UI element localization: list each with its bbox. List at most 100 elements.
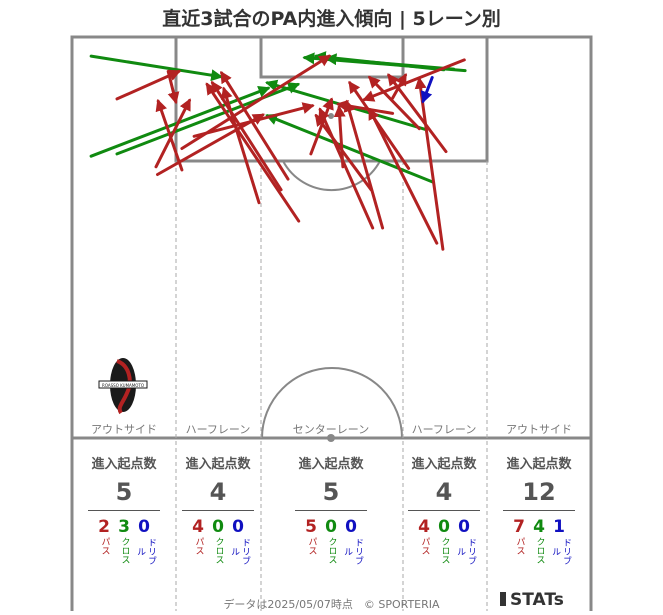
- pass-arrow: [166, 69, 180, 105]
- stat-dribble: 1 ドリブル: [549, 517, 571, 565]
- lane-dividers: [175, 161, 488, 611]
- stat-breakdown: 4 パス 0 クロス 0 ドリブル: [168, 517, 268, 565]
- lane-label-right-halfspace: ハーフレーン: [411, 423, 477, 436]
- centre-spot: [327, 434, 335, 442]
- lane-stat-column: 進入起点数 5 2 パス 3 クロス 0 ドリブル: [74, 453, 174, 565]
- stat-divider: [88, 510, 160, 511]
- pass-arrow: [192, 102, 315, 138]
- pass-arrow: [314, 113, 373, 192]
- stat-cross: 3 クロス: [114, 517, 134, 564]
- stat-pass-value: 7: [513, 517, 525, 537]
- lane-stat-column: 進入起点数 12 7 パス 4 クロス 1 ドリブル: [489, 453, 589, 565]
- centre-circle-arc: [261, 367, 403, 439]
- penalty-spot: [328, 113, 334, 119]
- stat-breakdown: 2 パス 3 クロス 0 ドリブル: [74, 517, 174, 565]
- pass-arrow: [309, 97, 334, 156]
- brand-logo: STATs: [500, 590, 564, 610]
- stat-cross-value: 0: [325, 517, 337, 537]
- stat-total: 4: [209, 478, 227, 506]
- lane-stat-column: 進入起点数 4 4 パス 0 クロス 0 ドリブル: [168, 453, 268, 565]
- stat-cross: 0 クロス: [434, 517, 454, 564]
- stat-dribble-label: ドリブル: [135, 538, 156, 565]
- stat-cross-label: クロス: [213, 537, 224, 564]
- pass-arrow: [318, 107, 375, 230]
- cross-arrow: [115, 82, 301, 156]
- pass-arrow: [210, 80, 283, 192]
- stat-pass: 4 パス: [188, 517, 208, 555]
- stat-cross-label: クロス: [439, 537, 450, 564]
- pass-arrow: [220, 70, 290, 181]
- cross-arrow: [89, 54, 224, 82]
- stat-pass-value: 4: [192, 517, 204, 537]
- stat-pass: 7 パス: [509, 517, 529, 555]
- stat-dribble-value: 1: [553, 517, 565, 537]
- stat-pass-value: 2: [98, 517, 110, 537]
- stat-pass-value: 4: [418, 517, 430, 537]
- pass-arrow: [205, 82, 301, 223]
- lane-stat-column: 進入起点数 5 5 パス 0 クロス 0 ドリブル: [281, 453, 381, 565]
- stat-total: 4: [435, 478, 453, 506]
- pass-arrow: [391, 73, 407, 100]
- cross-arrow: [265, 113, 435, 184]
- stat-pass: 5 パス: [301, 517, 321, 555]
- stat-dribble-value: 0: [232, 517, 244, 537]
- dribble-arrow: [420, 76, 434, 104]
- stat-heading: 進入起点数: [91, 457, 157, 472]
- stat-dribble: 0 ドリブル: [134, 517, 156, 565]
- stat-cross-value: 0: [212, 517, 224, 537]
- club-logo: ROASSO KUMAMOTO: [98, 358, 148, 415]
- stat-dribble-value: 0: [138, 517, 150, 537]
- stat-dribble: 0 ドリブル: [341, 517, 363, 565]
- lane-label-left-outside: アウトサイド: [91, 423, 157, 436]
- stat-heading: 進入起点数: [411, 457, 477, 472]
- stat-cross-label: クロス: [534, 537, 545, 564]
- stat-divider: [182, 510, 254, 511]
- stat-total: 12: [522, 478, 556, 506]
- stat-pass-value: 5: [305, 517, 317, 537]
- lane-label-right-outside: アウトサイド: [506, 423, 572, 436]
- stat-dribble-label: ドリブル: [229, 538, 250, 565]
- stat-breakdown: 4 パス 0 クロス 0 ドリブル: [394, 517, 494, 565]
- stat-cross-value: 4: [533, 517, 545, 537]
- pass-arrow: [156, 113, 265, 176]
- pass-arrow: [368, 75, 421, 131]
- stat-cross-label: クロス: [326, 537, 337, 564]
- pass-arrow: [154, 98, 191, 169]
- pass-arrow: [387, 73, 448, 154]
- stat-pass-label: パス: [306, 537, 317, 555]
- stat-heading: 進入起点数: [298, 457, 364, 472]
- stat-pass: 4 パス: [414, 517, 434, 555]
- stat-cross: 4 クロス: [529, 517, 549, 564]
- stat-dribble-value: 0: [345, 517, 357, 537]
- stat-pass-label: パス: [514, 537, 525, 555]
- arrow-layer: [89, 51, 467, 251]
- chart-title: 直近3試合のPA内進入傾向 | 5レーン別: [162, 8, 501, 30]
- pass-arrow: [155, 98, 184, 172]
- stat-heading: 進入起点数: [185, 457, 251, 472]
- lane-label-centre: センターレーン: [292, 423, 370, 436]
- stat-dribble-label: ドリブル: [455, 538, 476, 565]
- stat-cross: 0 クロス: [208, 517, 228, 564]
- brand-mark-icon: [500, 592, 506, 606]
- lane-stat-column: 進入起点数 4 4 パス 0 クロス 0 ドリブル: [394, 453, 494, 565]
- stat-pass-label: パス: [99, 537, 110, 555]
- stat-dribble: 0 ドリブル: [228, 517, 250, 565]
- footer-note: データは2025/05/07時点 © SPORTERIA: [223, 598, 440, 611]
- pass-arrow: [362, 58, 466, 102]
- pass-arrow: [343, 99, 385, 230]
- stat-divider: [295, 510, 367, 511]
- stat-dribble-value: 0: [458, 517, 470, 537]
- stat-pass: 2 パス: [94, 517, 114, 555]
- lane-label-left-halfspace: ハーフレーン: [185, 423, 251, 436]
- penalty-arc: [282, 160, 381, 192]
- stat-dribble-label: ドリブル: [342, 538, 363, 565]
- cross-arrow: [313, 51, 446, 72]
- pass-arrow: [368, 107, 439, 245]
- stat-total: 5: [322, 478, 340, 506]
- stat-cross-value: 0: [438, 517, 450, 537]
- stat-divider: [408, 510, 480, 511]
- stat-pass-label: パス: [193, 537, 204, 555]
- stat-divider: [503, 510, 575, 511]
